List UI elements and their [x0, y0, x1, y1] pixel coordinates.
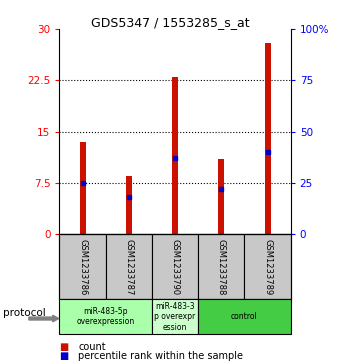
Bar — [126, 176, 132, 234]
Text: control: control — [231, 312, 258, 321]
Text: miR-483-3
p overexpr
ession: miR-483-3 p overexpr ession — [154, 302, 196, 332]
Bar — [198, 234, 244, 299]
Text: GSM1233788: GSM1233788 — [217, 238, 226, 295]
Bar — [152, 299, 198, 334]
Bar — [80, 142, 86, 234]
Bar — [265, 43, 271, 234]
Bar — [218, 159, 224, 234]
Bar — [198, 299, 291, 334]
Text: miR-483-5p
overexpression: miR-483-5p overexpression — [76, 307, 135, 326]
Text: count: count — [78, 342, 106, 352]
Bar — [59, 234, 106, 299]
Text: percentile rank within the sample: percentile rank within the sample — [78, 351, 243, 362]
Bar — [106, 234, 152, 299]
Bar — [152, 234, 198, 299]
Bar — [172, 77, 178, 234]
Text: ■: ■ — [59, 342, 69, 352]
Text: protocol: protocol — [3, 308, 46, 318]
Text: GSM1233789: GSM1233789 — [263, 239, 272, 295]
Text: GSM1233786: GSM1233786 — [78, 238, 87, 295]
Text: GSM1233790: GSM1233790 — [171, 239, 180, 295]
Bar — [59, 299, 152, 334]
Bar — [244, 234, 291, 299]
Text: GSM1233787: GSM1233787 — [124, 238, 133, 295]
Text: GDS5347 / 1553285_s_at: GDS5347 / 1553285_s_at — [91, 16, 249, 29]
Text: ■: ■ — [59, 351, 69, 362]
